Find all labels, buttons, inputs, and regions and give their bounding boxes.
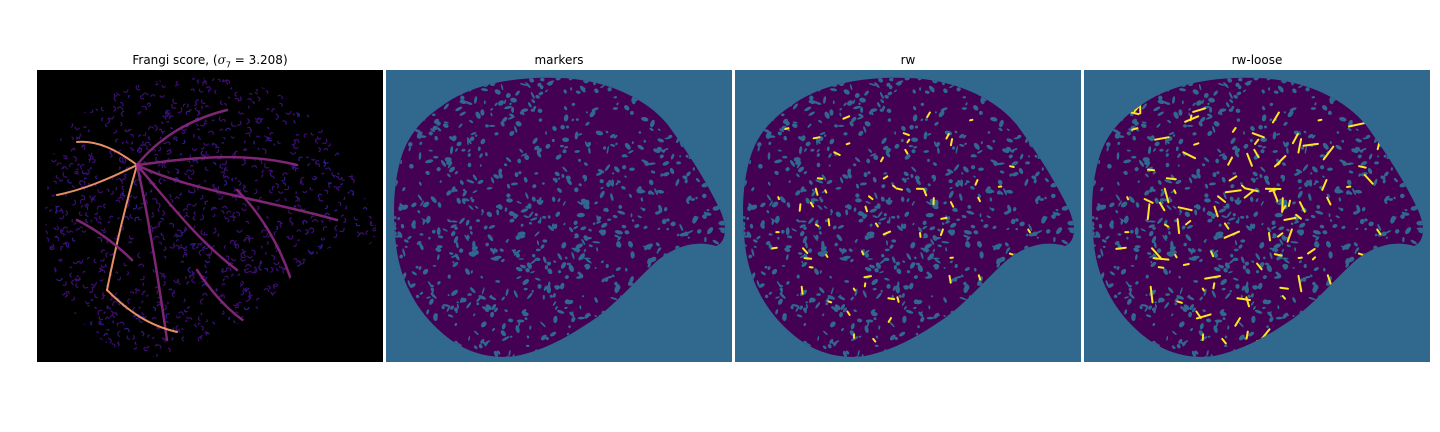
uncertain-pixels xyxy=(771,99,1036,343)
frangi-panel-title: Frangi score, (σ7 = 3.208) xyxy=(37,52,383,73)
rw-loose-image xyxy=(1084,70,1430,362)
markers-image xyxy=(386,70,732,362)
sigma-symbol: σ xyxy=(217,53,226,67)
frangi-score-image xyxy=(37,70,383,362)
rw-image xyxy=(735,70,1081,362)
rw-loose-panel-title: rw-loose xyxy=(1231,53,1283,67)
markers-panel-title: markers xyxy=(534,53,584,67)
frangi-score-canvas xyxy=(37,70,383,362)
frangi-title-suffix: = 3.208) xyxy=(230,53,288,67)
rw-canvas xyxy=(735,70,1081,362)
frangi-title-prefix: Frangi score, ( xyxy=(132,53,218,67)
rw-panel-title: rw xyxy=(900,53,916,67)
markers-canvas xyxy=(386,70,732,362)
sigma-subscript: 7 xyxy=(225,60,231,70)
rw-loose-canvas xyxy=(1084,70,1430,362)
uncertain-pixels xyxy=(1115,99,1385,347)
